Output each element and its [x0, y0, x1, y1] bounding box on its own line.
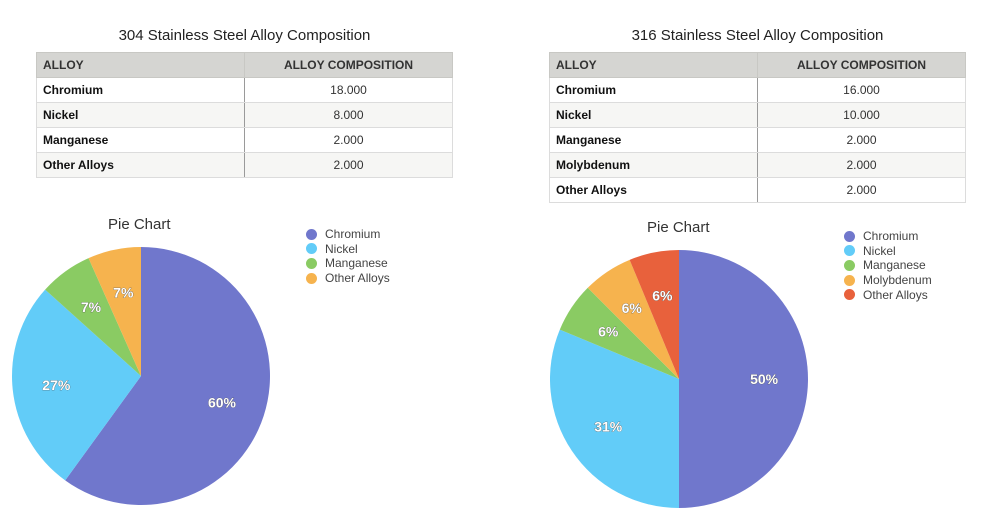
pie-chart-304: 60% 27% 7% 7%: [12, 247, 271, 505]
pie-legend-304: Chromium Nickel Manganese Other Alloys: [306, 227, 390, 285]
pie-slice-label: 7%: [113, 285, 134, 301]
legend-swatch: [306, 228, 317, 240]
pie-slice-manganese: [559, 287, 679, 379]
legend-label: Manganese: [863, 258, 926, 273]
table-row: Nickel 8.000: [36, 102, 453, 128]
table-title: 304 Stainless Steel Alloy Composition: [118, 27, 371, 44]
pie-slice-molybdenum: [587, 259, 679, 379]
legend-label: Other Alloys: [863, 287, 928, 302]
table-row: Other Alloys 2.000: [549, 177, 966, 203]
legend-label: Chromium: [325, 227, 381, 242]
alloy-name-cell: Nickel: [549, 102, 758, 128]
pie-slice-label: 50%: [750, 371, 779, 387]
pie-slice-label: 27%: [42, 377, 71, 393]
legend-item: Nickel: [844, 244, 932, 259]
column-header-alloy: ALLOY: [549, 52, 758, 78]
legend-item: Molybdenum: [844, 273, 932, 288]
table-body: Chromium 16.000 Nickel 10.000 Manganese 2.000…: [549, 77, 966, 203]
alloy-composition-cell: 2.000: [244, 127, 453, 153]
legend-swatch: [844, 289, 855, 301]
legend-swatch: [844, 245, 855, 257]
alloy-name-cell: Chromium: [549, 77, 758, 103]
alloy-composition-cell: 2.000: [757, 152, 966, 178]
pie-slice-chromium: [65, 247, 271, 505]
table-header-row: ALLOY ALLOY COMPOSITION: [36, 52, 453, 78]
alloy-name-cell: Nickel: [36, 102, 245, 128]
table-row: Chromium 16.000: [549, 77, 966, 103]
pie-chart-316: 50%31%6%6%6%: [550, 250, 808, 508]
legend-swatch: [306, 272, 317, 284]
pie-slice-label: 6%: [598, 324, 619, 340]
composition-table-316: ALLOY ALLOY COMPOSITION Chromium 16.000 Ni…: [549, 52, 966, 203]
table-row: Nickel 10.000: [549, 102, 966, 128]
legend-item: Other Alloys: [844, 287, 932, 302]
pie-chart-title: Pie Chart: [108, 216, 171, 233]
table-row: Molybdenum 2.000: [549, 152, 966, 178]
alloy-name-cell: Other Alloys: [549, 177, 758, 203]
alloy-composition-cell: 2.000: [757, 127, 966, 153]
legend-swatch: [844, 259, 855, 271]
table-header-row: ALLOY ALLOY COMPOSITION: [549, 52, 966, 78]
legend-label: Other Alloys: [325, 271, 390, 286]
composition-table-304: ALLOY ALLOY COMPOSITION Chromium 18.000 Ni…: [36, 52, 453, 178]
legend-item: Manganese: [844, 258, 932, 273]
alloy-composition-cell: 18.000: [244, 77, 453, 103]
alloy-composition-cell: 2.000: [757, 177, 966, 203]
legend-swatch: [844, 274, 855, 286]
table-row: Manganese 2.000: [549, 127, 966, 153]
pie-slice-other-alloys: [88, 247, 141, 376]
legend-item: Nickel: [306, 242, 390, 257]
alloy-composition-cell: 2.000: [244, 152, 453, 178]
pie-slice-other-alloys: [629, 250, 679, 379]
pie-slice-manganese: [45, 258, 141, 376]
legend-label: Molybdenum: [863, 273, 932, 288]
legend-item: Other Alloys: [306, 271, 390, 286]
pie-slice-label: 31%: [594, 418, 623, 434]
legend-label: Nickel: [325, 241, 358, 256]
legend-item: Chromium: [306, 227, 390, 242]
column-header-composition: ALLOY COMPOSITION: [244, 52, 453, 78]
alloy-name-cell: Manganese: [549, 127, 758, 153]
legend-item: Chromium: [844, 229, 932, 244]
table-title: 316 Stainless Steel Alloy Composition: [631, 27, 884, 44]
table-row: Chromium 18.000: [36, 77, 453, 103]
pie-slice-label: 60%: [208, 394, 237, 410]
legend-label: Chromium: [863, 229, 919, 244]
pie-slice-nickel: [12, 289, 142, 481]
pie-slice-label: 6%: [652, 287, 673, 303]
table-row: Other Alloys 2.000: [36, 152, 453, 178]
alloy-composition-cell: 8.000: [244, 102, 453, 128]
column-header-alloy: ALLOY: [36, 52, 245, 78]
legend-swatch: [844, 230, 855, 242]
pie-slice-chromium: [679, 250, 808, 508]
pie-slice-label: 7%: [81, 299, 102, 315]
alloy-name-cell: Manganese: [36, 127, 245, 153]
alloy-name-cell: Other Alloys: [36, 152, 245, 178]
pie-legend-316: Chromium Nickel Manganese Molybdenum Other A…: [844, 229, 932, 302]
table-body: Chromium 18.000 Nickel 8.000 Manganese 2.000 O…: [36, 77, 453, 178]
pie-chart-title: Pie Chart: [647, 219, 710, 236]
alloy-name-cell: Molybdenum: [549, 152, 758, 178]
pie-slice-label: 6%: [622, 300, 643, 316]
legend-swatch: [306, 257, 317, 269]
alloy-composition-cell: 16.000: [757, 77, 966, 103]
alloy-name-cell: Chromium: [36, 77, 245, 103]
table-row: Manganese 2.000: [36, 127, 453, 153]
column-header-composition: ALLOY COMPOSITION: [757, 52, 966, 78]
pie-slice-nickel: [550, 329, 679, 508]
alloy-composition-cell: 10.000: [757, 102, 966, 128]
legend-swatch: [306, 243, 317, 255]
legend-label: Manganese: [325, 256, 388, 271]
legend-item: Manganese: [306, 256, 390, 271]
legend-label: Nickel: [863, 243, 896, 258]
